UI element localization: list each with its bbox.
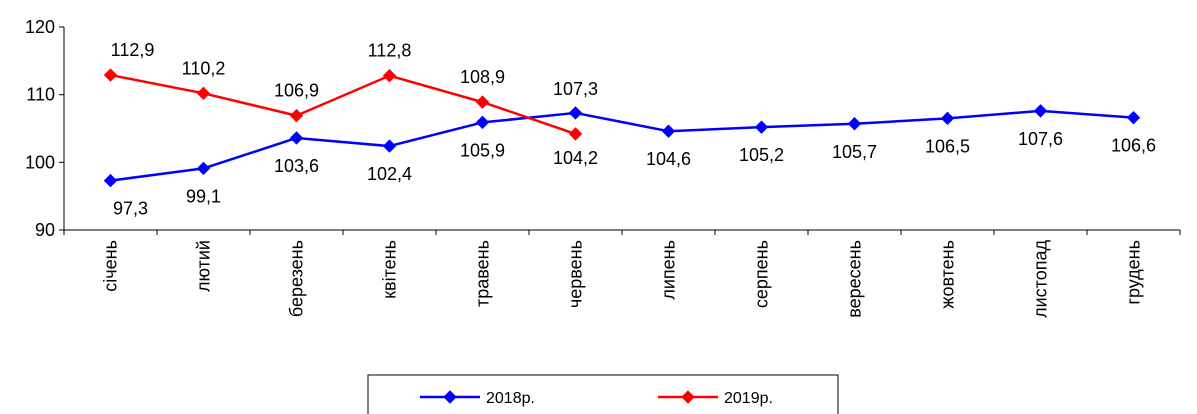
series-1-point — [568, 127, 583, 141]
data-label-1-5: 104,2 — [553, 148, 598, 168]
x-tick-label: січень — [101, 240, 121, 292]
legend-marker-1 — [681, 390, 695, 404]
x-tick-label: грудень — [1124, 240, 1144, 305]
data-labels: 97,3 99,1 103,6 102,4 105,9 107,3 104,6 105,2 10… — [111, 40, 1156, 219]
series-1-point — [289, 108, 304, 123]
x-tick-label: квітень — [380, 240, 400, 299]
series-1-point — [382, 69, 397, 83]
x-tick-label: травень — [473, 240, 493, 307]
series-line-1 — [110, 73, 576, 136]
data-label-0-11: 106,6 — [1111, 136, 1156, 156]
data-label-1-1: 110,2 — [182, 58, 226, 78]
series-0-point — [196, 161, 211, 176]
legend-label-1: 2019р. — [724, 390, 773, 407]
data-label-0-2: 103,6 — [274, 156, 319, 176]
data-label-0-6: 104,6 — [646, 149, 691, 169]
y-tick-label: 100 — [25, 152, 55, 172]
x-tick-label: серпень — [752, 240, 772, 308]
series-0-point — [382, 139, 397, 153]
x-tick-label: липень — [659, 240, 679, 300]
data-label-0-1: 99,1 — [186, 186, 221, 206]
series-0-point — [568, 106, 583, 120]
legend: 2018р. 2019р. — [367, 374, 839, 414]
data-label-0-3: 102,4 — [367, 164, 412, 184]
legend-label-0: 2018р. — [486, 390, 535, 407]
series-1-point — [103, 68, 118, 82]
series-1-point — [475, 95, 490, 109]
axes — [63, 27, 1180, 231]
data-label-1-2: 106,9 — [274, 81, 319, 101]
series-0-point — [1033, 104, 1048, 118]
x-tick-label: вересень — [845, 240, 865, 318]
data-label-1-3: 112,8 — [368, 41, 412, 61]
series-0-point — [289, 131, 304, 145]
series-0-point — [475, 115, 490, 130]
y-tick-label: 110 — [26, 85, 55, 105]
data-label-0-5: 107,3 — [553, 79, 598, 99]
data-label-0-0: 97,3 — [113, 199, 148, 219]
series-0-point — [847, 117, 862, 131]
series-0-point — [754, 120, 769, 134]
legend-marker-0 — [443, 390, 457, 404]
series-0-point — [940, 111, 955, 126]
x-tick-label: червень — [566, 240, 586, 308]
data-label-0-4: 105,9 — [460, 140, 505, 160]
y-axis-ticks: 90 100 110 120 — [25, 17, 64, 240]
data-label-1-0: 112,9 — [111, 40, 155, 60]
series-line-0 — [110, 109, 1134, 182]
series-0-point — [103, 173, 118, 188]
x-axis-ticks: січень лютий березень квітень травень червень… — [63, 230, 1181, 318]
series-0-point — [661, 124, 676, 138]
x-tick-label: березень — [287, 240, 307, 317]
x-tick-label: жовтень — [938, 240, 958, 309]
data-label-1-4: 108,9 — [460, 67, 505, 87]
data-label-0-10: 107,6 — [1018, 129, 1063, 149]
data-label-0-9: 106,5 — [925, 136, 970, 156]
x-tick-label: лютий — [194, 240, 214, 292]
series-layer — [103, 68, 1141, 188]
y-tick-label: 90 — [35, 220, 55, 240]
data-label-0-8: 105,7 — [832, 142, 877, 162]
y-tick-label: 120 — [25, 17, 55, 37]
series-1-point — [196, 86, 211, 101]
data-label-0-7: 105,2 — [739, 145, 784, 165]
series-0-point — [1126, 110, 1141, 125]
x-tick-label: листопад — [1031, 240, 1051, 318]
